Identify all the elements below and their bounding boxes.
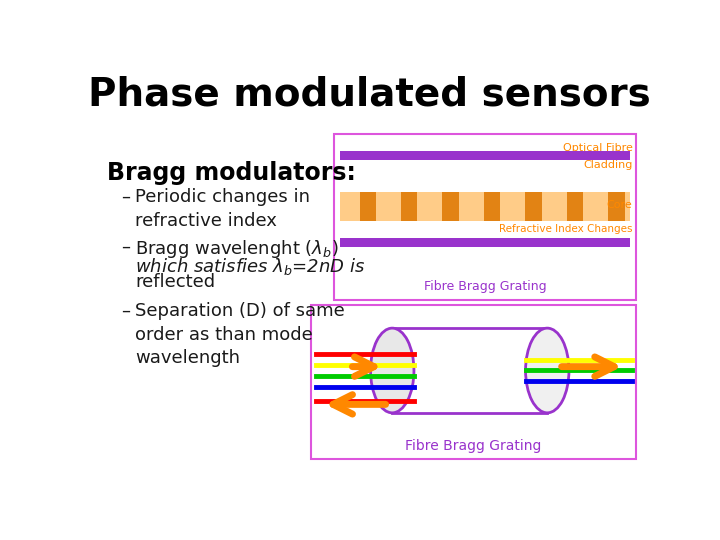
Text: –: – [121,238,130,256]
Ellipse shape [526,328,569,413]
Text: Bragg modulators:: Bragg modulators: [107,161,356,185]
Bar [341,192,630,221]
Bar [401,192,418,221]
Bar [341,151,630,160]
Bar [392,328,547,413]
Text: reflected: reflected [135,273,215,292]
Text: Periodic changes in
refractive index: Periodic changes in refractive index [135,188,310,230]
Bar [526,192,541,221]
Bar [334,134,636,300]
Text: Core: Core [607,200,632,210]
Ellipse shape [371,328,414,413]
Bar [608,192,624,221]
Text: which satisfies $\lambda_b$=2$n$$D$ is: which satisfies $\lambda_b$=2$n$$D$ is [135,256,365,277]
Text: Cladding: Cladding [583,160,632,170]
Text: –: – [121,302,130,320]
Text: Separation (D) of same
order as than mode
wavelength: Separation (D) of same order as than mod… [135,302,345,367]
Text: Fibre Bragg Grating: Fibre Bragg Grating [405,439,542,453]
Text: Optical Fibre: Optical Fibre [562,143,632,153]
Bar [484,192,500,221]
Text: Fibre Bragg Grating: Fibre Bragg Grating [424,280,546,294]
Bar [443,192,459,221]
Text: Refractive Index Changes: Refractive Index Changes [499,224,632,234]
Bar [341,238,630,247]
Bar [311,305,636,459]
Text: Bragg wavelenght ($\lambda_b$): Bragg wavelenght ($\lambda_b$) [135,238,338,260]
Bar [567,192,583,221]
Text: Phase modulated sensors: Phase modulated sensors [88,75,650,113]
Bar [360,192,376,221]
Text: –: – [121,188,130,206]
